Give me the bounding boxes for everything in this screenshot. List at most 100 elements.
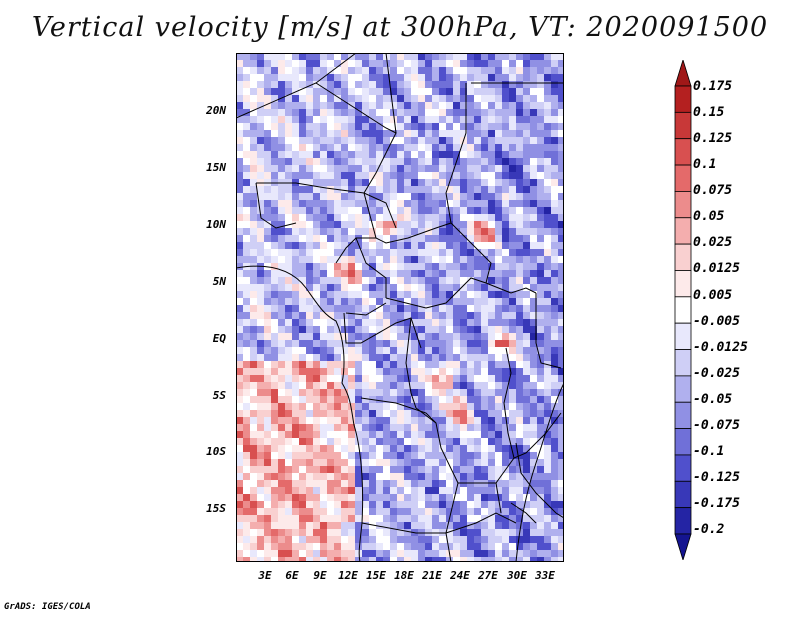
field-cell	[313, 361, 320, 368]
field-cell	[418, 305, 425, 312]
field-cell	[362, 529, 369, 536]
field-cell	[502, 417, 509, 424]
field-cell	[313, 207, 320, 214]
field-cell	[285, 480, 292, 487]
field-cell	[453, 403, 460, 410]
field-cell	[537, 74, 544, 81]
field-cell	[523, 137, 530, 144]
colorbar-swatch	[674, 270, 692, 298]
field-cell	[446, 459, 453, 466]
field-cell	[551, 249, 558, 256]
field-cell	[467, 354, 474, 361]
field-cell	[327, 494, 334, 501]
field-cell	[544, 494, 551, 501]
field-cell	[320, 536, 327, 543]
field-cell	[369, 508, 376, 515]
field-cell	[495, 95, 502, 102]
field-cell	[495, 242, 502, 249]
field-cell	[250, 151, 257, 158]
field-cell	[404, 487, 411, 494]
field-cell	[425, 375, 432, 382]
field-cell	[278, 263, 285, 270]
field-cell	[537, 417, 544, 424]
field-cell	[348, 459, 355, 466]
field-cell	[320, 361, 327, 368]
field-cell	[509, 368, 516, 375]
field-cell	[516, 60, 523, 67]
field-cell	[481, 410, 488, 417]
field-cell	[299, 235, 306, 242]
field-cell	[271, 396, 278, 403]
field-cell	[313, 403, 320, 410]
field-cell	[446, 60, 453, 67]
field-cell	[425, 200, 432, 207]
field-cell	[285, 459, 292, 466]
field-cell	[481, 319, 488, 326]
field-cell	[383, 256, 390, 263]
field-cell	[509, 382, 516, 389]
field-cell	[453, 319, 460, 326]
field-cell	[369, 179, 376, 186]
field-cell	[404, 53, 411, 60]
field-cell	[271, 137, 278, 144]
field-cell	[488, 88, 495, 95]
field-cell	[474, 284, 481, 291]
field-cell	[306, 522, 313, 529]
field-cell	[474, 340, 481, 347]
field-cell	[390, 487, 397, 494]
field-cell	[404, 396, 411, 403]
field-cell	[446, 109, 453, 116]
field-cell	[348, 95, 355, 102]
field-cell	[530, 459, 537, 466]
field-cell	[299, 151, 306, 158]
field-cell	[313, 214, 320, 221]
field-cell	[516, 361, 523, 368]
field-cell	[446, 130, 453, 137]
field-cell	[425, 74, 432, 81]
field-cell	[439, 165, 446, 172]
field-cell	[509, 459, 516, 466]
field-cell	[334, 179, 341, 186]
field-cell	[474, 459, 481, 466]
field-cell	[355, 480, 362, 487]
field-cell	[460, 186, 467, 193]
field-cell	[460, 165, 467, 172]
field-cell	[460, 431, 467, 438]
field-cell	[257, 186, 264, 193]
field-cell	[292, 263, 299, 270]
field-cell	[334, 550, 341, 557]
field-cell	[236, 305, 243, 312]
field-cell	[509, 403, 516, 410]
field-cell	[418, 298, 425, 305]
field-cell	[474, 130, 481, 137]
field-cell	[327, 179, 334, 186]
field-cell	[495, 459, 502, 466]
field-cell	[432, 368, 439, 375]
field-cell	[341, 431, 348, 438]
field-cell	[313, 277, 320, 284]
field-cell	[439, 319, 446, 326]
field-cell	[411, 256, 418, 263]
field-cell	[467, 88, 474, 95]
field-cell	[376, 130, 383, 137]
field-cell	[432, 326, 439, 333]
field-cell	[250, 186, 257, 193]
field-cell	[348, 221, 355, 228]
field-cell	[271, 459, 278, 466]
field-cell	[488, 123, 495, 130]
field-cell	[257, 452, 264, 459]
field-cell	[404, 291, 411, 298]
field-cell	[243, 480, 250, 487]
field-cell	[509, 473, 516, 480]
field-cell	[418, 543, 425, 550]
field-cell	[341, 354, 348, 361]
field-cell	[488, 438, 495, 445]
field-cell	[516, 557, 523, 562]
field-cell	[236, 543, 243, 550]
field-cell	[264, 305, 271, 312]
field-cell	[355, 193, 362, 200]
field-cell	[264, 186, 271, 193]
field-cell	[446, 452, 453, 459]
field-cell	[257, 403, 264, 410]
field-cell	[369, 424, 376, 431]
